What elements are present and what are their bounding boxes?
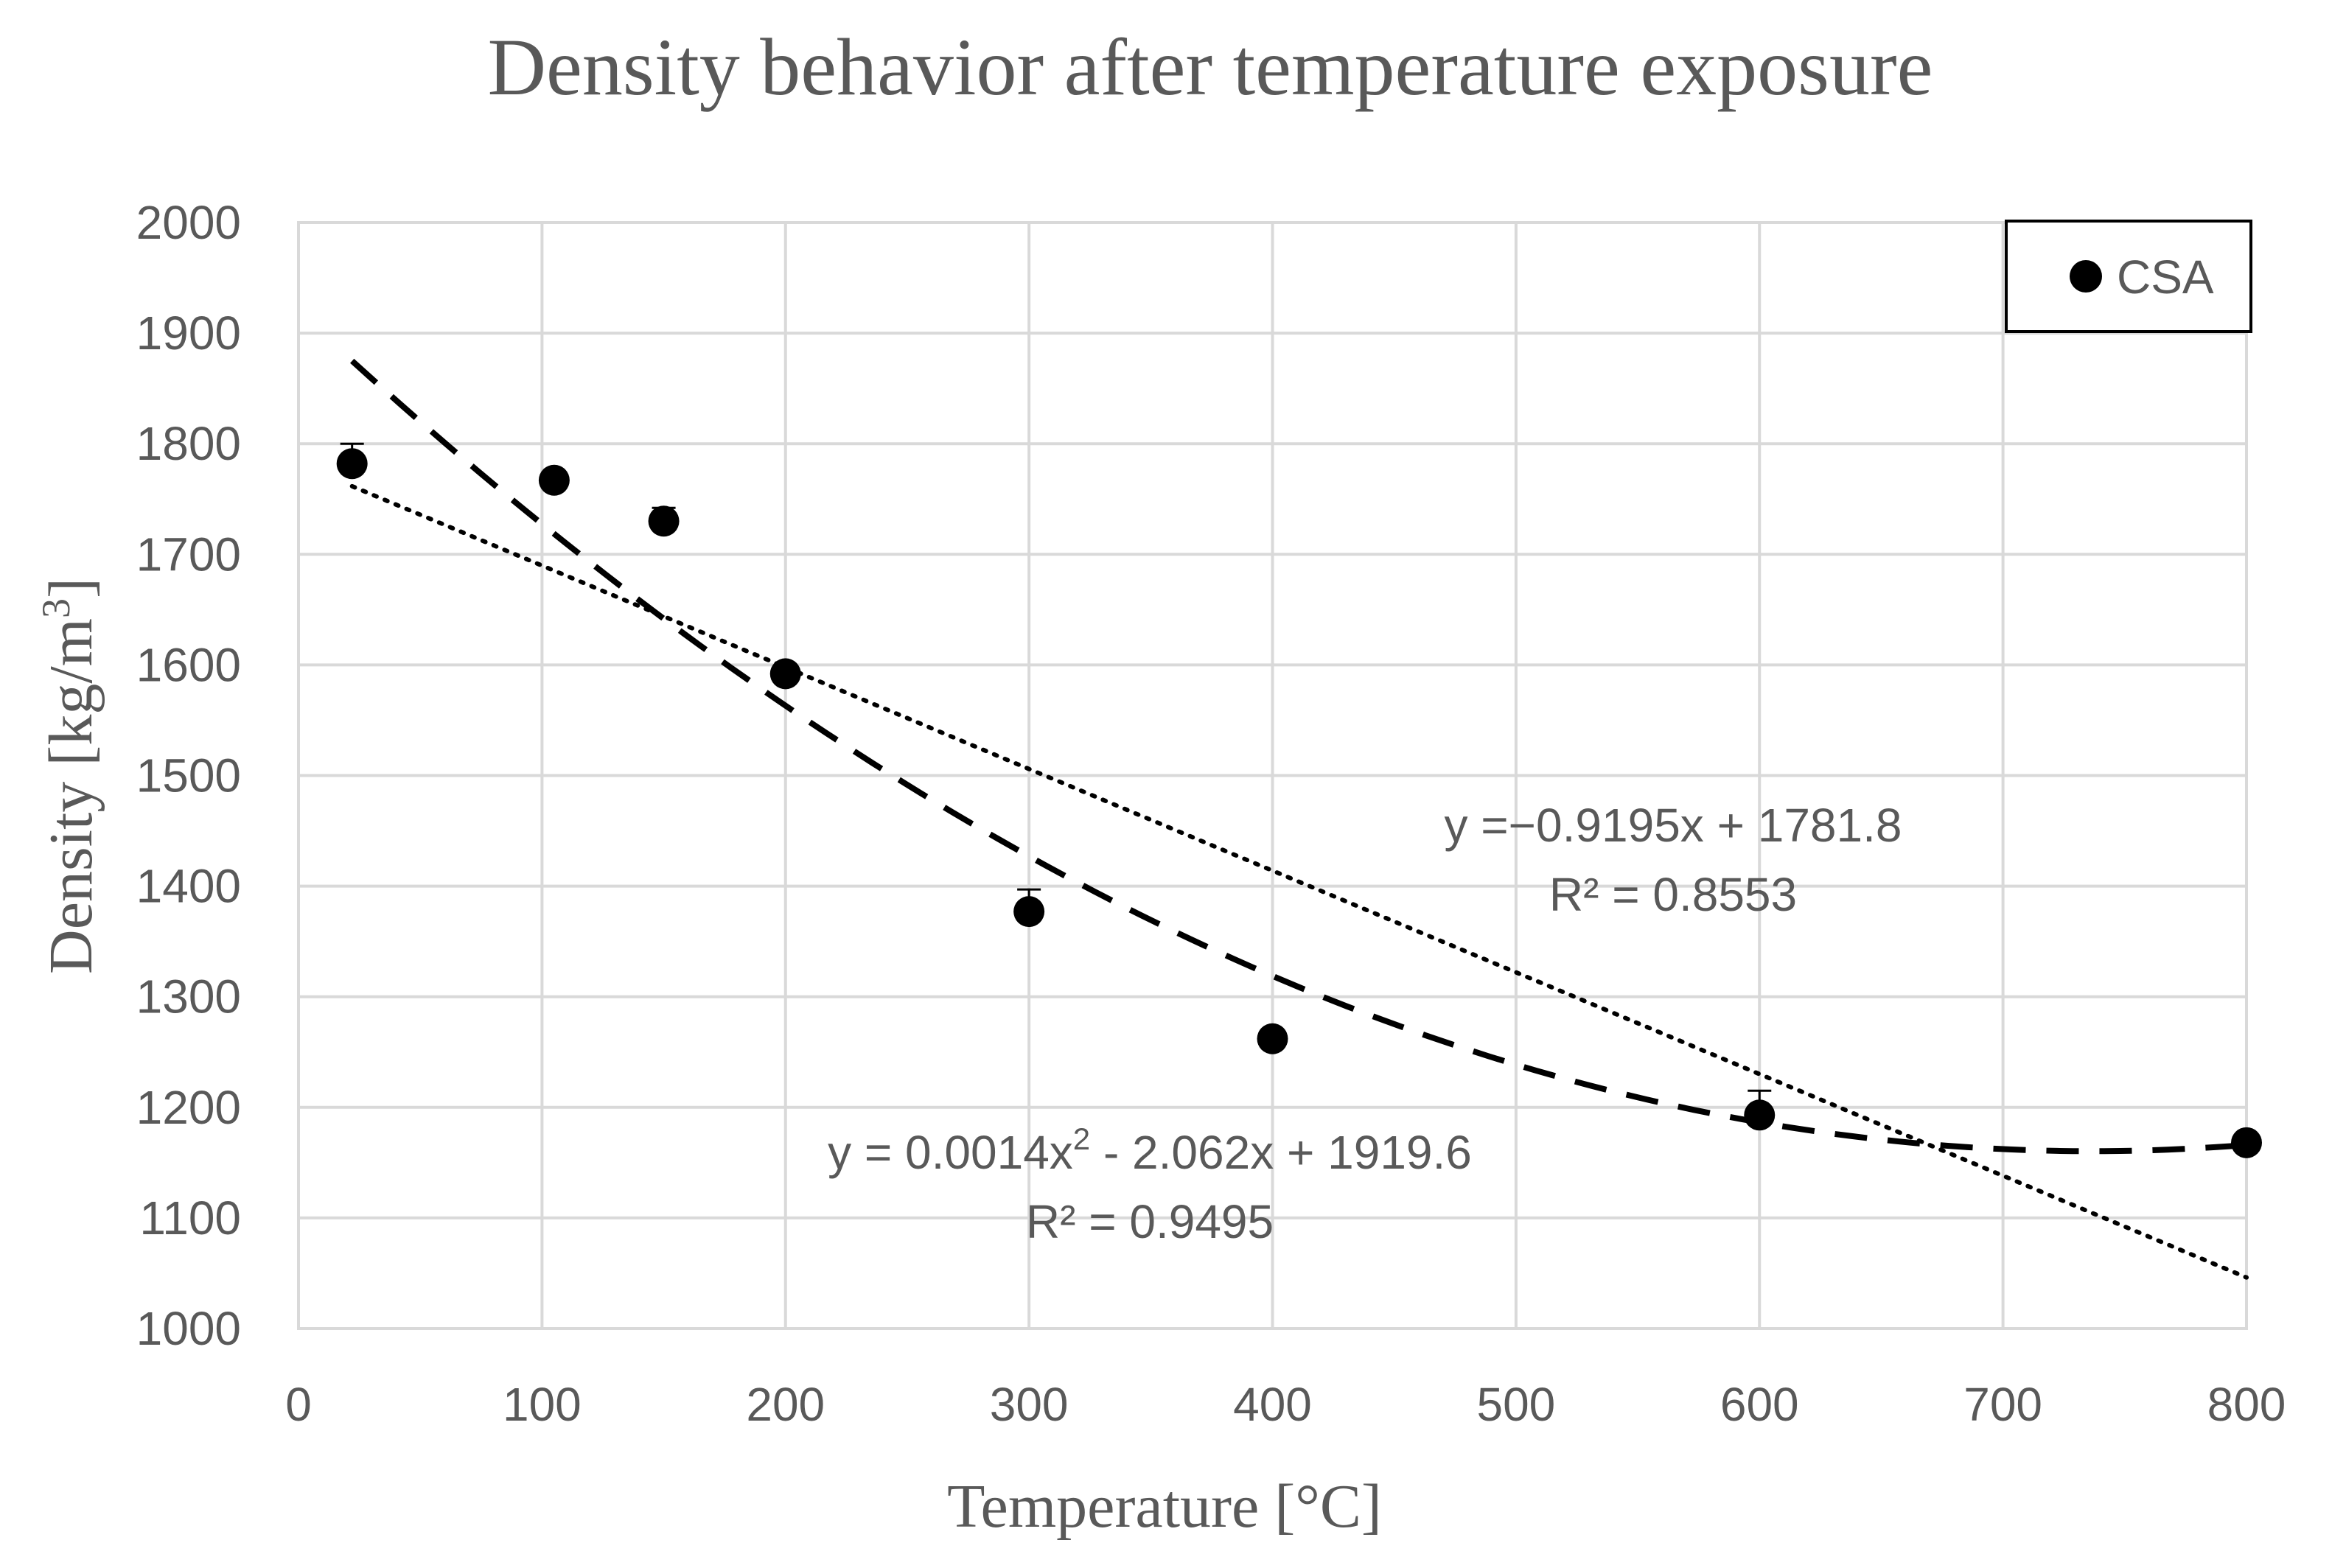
data-point [538,464,570,496]
x-tick-label: 700 [1963,1378,2042,1431]
y-axis-ticks: 1000 1100 1200 1300 1400 1500 1600 1700 1800 1900… [136,196,241,1355]
data-point [769,658,801,690]
data-point [1013,896,1045,928]
x-tick-label: 200 [746,1378,825,1431]
x-tick-label: 0 [285,1378,312,1431]
linear-trendline [349,483,2249,1280]
legend-label-csa: CSA [2117,251,2214,304]
poly-equation-exponent: 2 [1073,1121,1090,1156]
y-tick-label: 1700 [136,528,241,581]
x-tick-label: 300 [990,1378,1069,1431]
legend-box [2005,220,2252,333]
x-tick-label: 600 [1720,1378,1799,1431]
error-bars [340,442,1772,1116]
y-tick-label: 2000 [136,196,241,249]
linear-equation-label: y =−0.9195x + 1781.8 [1445,799,1902,852]
y-tick-label: 1900 [136,307,241,360]
y-tick-label: 1800 [136,417,241,470]
y-tick-label: 1400 [136,860,241,913]
x-tick-label: 400 [1233,1378,1312,1431]
data-point [1744,1099,1776,1131]
y-axis-title-exponent: 3 [34,598,78,618]
linear-r2-label: R² = 0.8553 [1549,868,1797,921]
y-tick-label: 1600 [136,638,241,691]
data-point [1257,1023,1288,1054]
poly-equation-prefix: y = 0.0014x [828,1126,1073,1179]
plot-area-border [297,221,2248,1330]
y-axis-title: Density [kg/m3] [34,578,105,974]
data-point [336,448,368,480]
data-point [2231,1127,2262,1158]
x-tick-label: 100 [503,1378,582,1431]
poly-r2-label: R² = 0.9495 [1026,1195,1274,1248]
poly-equation-label: y = 0.0014x2 - 2.062x + 1919.6 [828,1121,1472,1179]
x-tick-label: 500 [1476,1378,1555,1431]
data-points [336,448,2262,1158]
poly-equation-suffix: - 2.062x + 1919.6 [1090,1126,1472,1179]
polynomial-trendline [350,358,2247,1155]
y-axis-title-main: Density [kg/m [37,618,105,974]
legend: CSA [2005,220,2252,333]
x-axis-ticks: 0 100 200 300 400 500 600 700 800 [285,1378,2286,1431]
x-tick-label: 800 [2207,1378,2286,1431]
x-axis-title: Temperature [°C] [947,1472,1382,1541]
y-tick-label: 1300 [136,970,241,1023]
trendlines [349,358,2249,1280]
legend-marker-csa [2070,260,2102,293]
data-point [648,505,680,537]
y-tick-label: 1100 [139,1191,241,1245]
y-tick-label: 1500 [136,749,241,802]
chart-title: Density behavior after temperature expos… [488,22,1933,112]
y-axis-title-end: ] [37,578,105,598]
y-tick-label: 1200 [136,1081,241,1134]
y-tick-label: 1000 [136,1302,241,1355]
